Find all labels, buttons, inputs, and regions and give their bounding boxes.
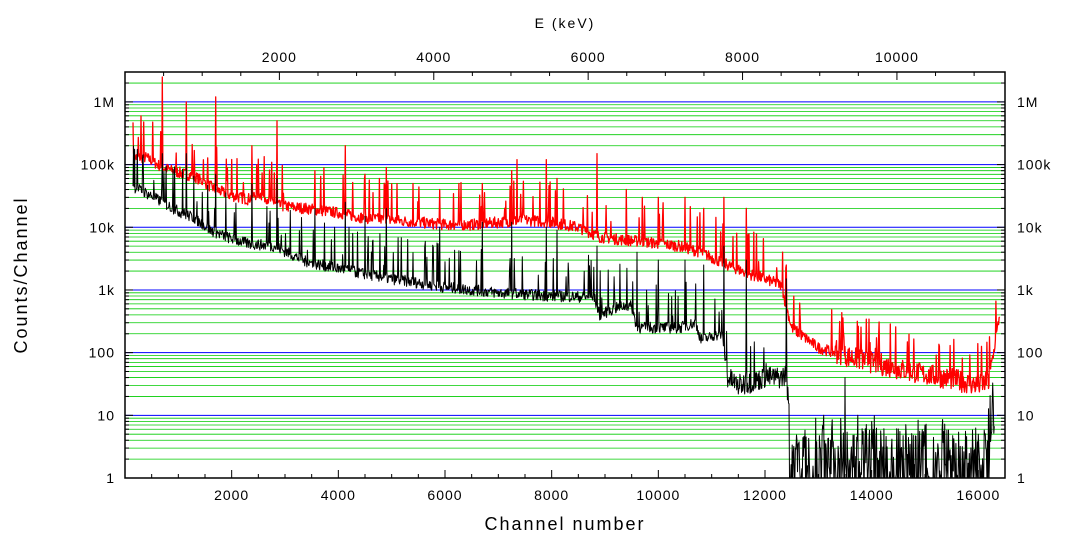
plot-frame: [124, 71, 1006, 479]
y-tick-label: 1M: [94, 94, 115, 110]
y-right-tick-label: 1k: [1017, 282, 1034, 298]
x2-tick-label: 8000: [725, 49, 760, 65]
y-right-tick-label: 100: [1017, 345, 1043, 361]
y-tick-label: 1: [106, 470, 115, 486]
x-tick-label: 10000: [636, 487, 680, 503]
y-tick-label: 100k: [81, 157, 115, 173]
series-black-line: [132, 145, 995, 479]
x-tick-label: 16000: [956, 487, 1000, 503]
y-right-tick-label: 10k: [1017, 219, 1043, 235]
x-tick-label: 14000: [850, 487, 894, 503]
x-axis-title: Channel number: [484, 514, 645, 534]
x2-tick-label: 6000: [571, 49, 606, 65]
x2-tick-label: 10000: [875, 49, 919, 65]
y-right-tick-label: 1: [1017, 470, 1026, 486]
x2-tick-label: 4000: [416, 49, 451, 65]
y-right-tick-label: 10: [1017, 407, 1035, 423]
series-red-line: [132, 76, 1001, 394]
x-tick-label: 8000: [534, 487, 569, 503]
y-tick-label: 1k: [98, 282, 115, 298]
y-right-tick-label: 100k: [1017, 157, 1051, 173]
y-tick-label: 10k: [89, 219, 115, 235]
ticks-layer: 2000 4000 6000 8000 10000 12000 14000 160002000…: [81, 49, 1051, 503]
x-tick-label: 2000: [214, 487, 249, 503]
series-layer: [132, 76, 1001, 479]
x-tick-label: 4000: [321, 487, 356, 503]
y-right-tick-label: 1M: [1017, 94, 1038, 110]
x2-tick-label: 2000: [262, 49, 297, 65]
y-axis-title: Counts/Channel: [11, 196, 31, 353]
y-tick-label: 100: [89, 345, 115, 361]
x-tick-label: 6000: [427, 487, 462, 503]
top-axis-title: E (keV): [535, 15, 596, 31]
grid-lines: [125, 71, 1005, 479]
y-tick-label: 10: [97, 407, 115, 423]
x-tick-label: 12000: [743, 487, 787, 503]
